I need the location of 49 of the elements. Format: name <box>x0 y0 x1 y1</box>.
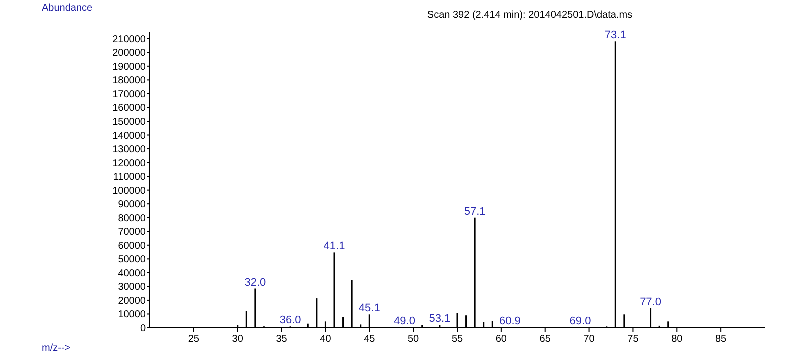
y-tick-label: 140000 <box>112 130 146 142</box>
y-tick-label: 170000 <box>112 89 146 100</box>
x-tick-label: 55 <box>452 334 464 345</box>
y-tick-label: 10000 <box>118 310 146 321</box>
y-tick-label: 160000 <box>112 103 146 114</box>
y-tick-label: 90000 <box>118 200 146 211</box>
annotation: 41.1 <box>324 240 346 253</box>
annotation: 36.0 <box>280 314 302 327</box>
annotation: 77.0 <box>640 296 662 308</box>
x-tick-label: 60 <box>496 334 508 345</box>
y-tick-label: 110000 <box>113 172 146 184</box>
y-tick-label: 40000 <box>118 268 146 280</box>
annotation: 45.1 <box>358 302 380 315</box>
x-tick-label: 75 <box>628 334 640 345</box>
x-axis-title: m/z--> <box>42 343 71 354</box>
y-tick-label: 120000 <box>112 158 146 170</box>
y-tick-label: 30000 <box>118 282 146 294</box>
y-tick-label: 80000 <box>118 213 146 224</box>
annotation: 60.9 <box>500 315 521 328</box>
y-tick-label: 70000 <box>118 227 146 238</box>
x-tick-label: 35 <box>276 334 288 345</box>
y-tick-label: 60000 <box>118 240 146 252</box>
x-tick-label: 80 <box>672 334 684 345</box>
y-tick-label: 20000 <box>118 296 146 307</box>
annotation: 32.0 <box>244 276 266 289</box>
x-tick-label: 65 <box>540 334 552 345</box>
annotation: 69.0 <box>570 315 592 328</box>
y-tick-label: 210000 <box>112 34 146 46</box>
y-tick-label: 100000 <box>112 186 146 197</box>
x-tick-label: 70 <box>584 334 596 345</box>
y-tick-label: 50000 <box>118 254 146 266</box>
y-tick-label: 150000 <box>112 116 146 128</box>
x-tick-label: 30 <box>232 334 244 345</box>
annotation: 57.1 <box>464 206 486 218</box>
annotation: 49.0 <box>394 315 416 328</box>
chart-title: Scan 392 (2.414 min): 2014042501.D\data.ms <box>427 10 633 21</box>
y-tick-label: 200000 <box>112 48 146 60</box>
annotation: 53.1 <box>429 313 451 326</box>
y-tick-label: 0 <box>140 324 146 334</box>
y-axis-title: Abundance <box>42 3 94 14</box>
annotation: 73.1 <box>604 30 626 42</box>
y-tick-label: 180000 <box>112 76 146 87</box>
x-tick-label: 45 <box>364 334 376 345</box>
x-tick-label: 85 <box>716 334 728 345</box>
x-tick-label: 40 <box>320 334 332 345</box>
y-tick-label: 190000 <box>112 62 146 73</box>
x-tick-label: 50 <box>408 334 420 345</box>
x-tick-label: 25 <box>188 334 200 345</box>
y-tick-label: 130000 <box>112 144 146 156</box>
